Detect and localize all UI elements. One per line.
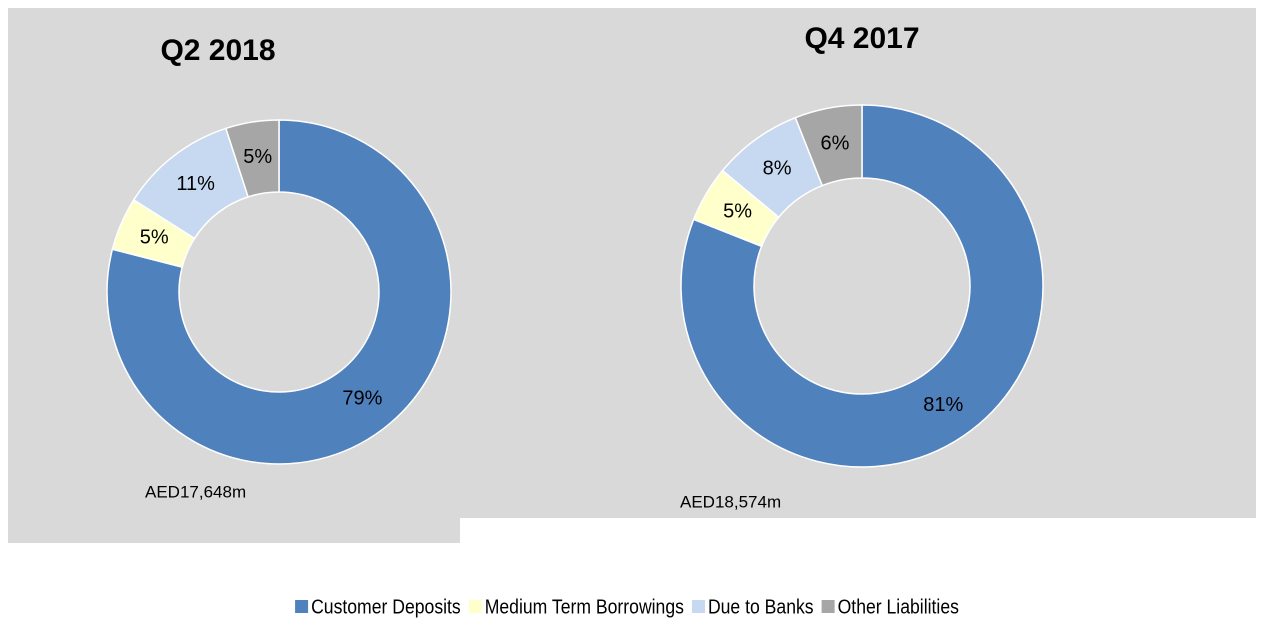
chart-title: Q2 2018: [160, 34, 275, 67]
slice: [680, 104, 1044, 468]
data-label: 79%: [342, 388, 382, 410]
data-label: 8%: [763, 157, 792, 179]
legend-swatch: [468, 600, 482, 613]
data-label: 5%: [140, 226, 169, 248]
legend-label: Other Liabilities: [838, 596, 959, 618]
data-label: 5%: [243, 146, 272, 168]
chart-title: Q4 2017: [804, 22, 919, 55]
annotation: AED17,648m: [145, 482, 246, 501]
legend-label: Customer Deposits: [311, 596, 461, 618]
annotation: AED18,574m: [680, 492, 781, 511]
slice: [794, 104, 863, 187]
legend-swatch: [295, 600, 309, 613]
slice: [106, 119, 452, 465]
legend-label: Due to Banks: [708, 596, 814, 618]
data-label: 6%: [820, 132, 849, 154]
data-label: 5%: [723, 201, 752, 223]
legend-swatch: [691, 600, 705, 613]
data-label: 81%: [923, 394, 963, 416]
slice: [224, 119, 280, 198]
legend-swatch: [821, 600, 835, 613]
legend-label: Medium Term Borrowings: [485, 596, 684, 618]
data-label: 11%: [176, 173, 215, 195]
